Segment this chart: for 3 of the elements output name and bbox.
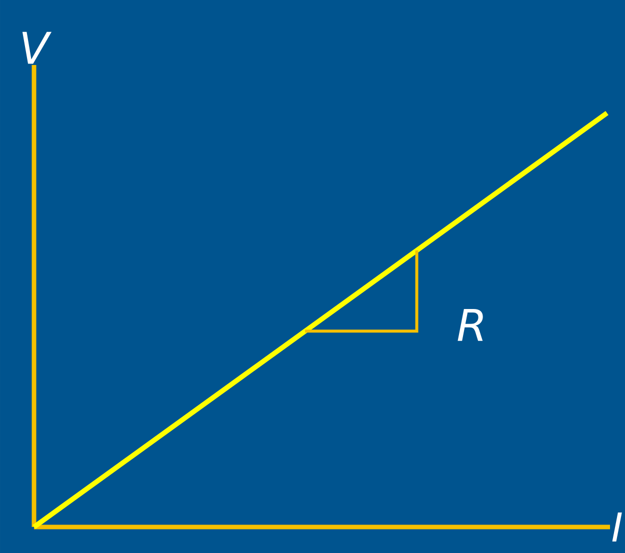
x-axis-title: I <box>612 512 622 542</box>
annotation: R <box>458 308 483 341</box>
y-axis-title: V <box>22 32 52 64</box>
